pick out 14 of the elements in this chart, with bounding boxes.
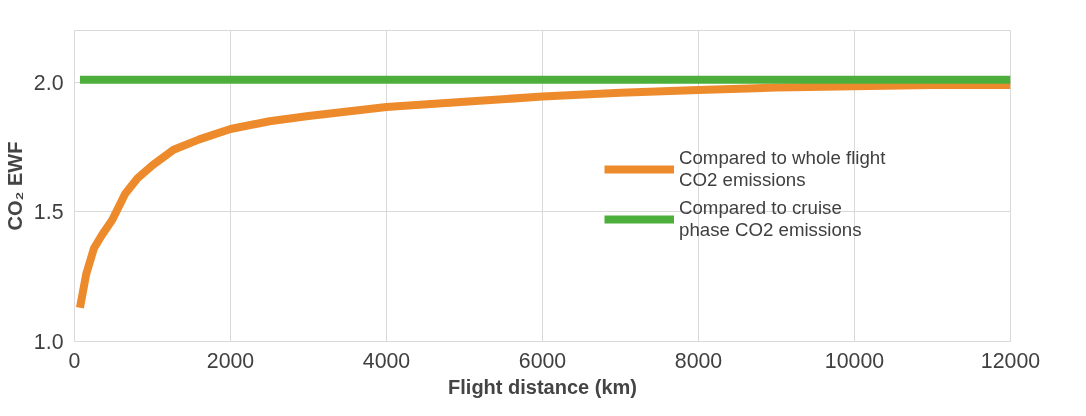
x-axis-title: Flight distance (km) [448,375,637,398]
x-tick-label: 8000 [674,348,723,373]
x-tick-label: 2000 [206,348,255,373]
legend-label: Compared to whole flight CO2 emissions [679,147,886,191]
x-tick-label: 4000 [362,348,411,373]
legend-label: Compared to cruise phase CO2 emissions [679,197,862,241]
x-tick-label: 6000 [518,348,567,373]
y-tick-label: 2.0 [33,70,64,95]
x-tick-label: 10000 [824,348,885,373]
y-tick-label: 1.5 [33,200,64,225]
x-tick-label: 12000 [980,348,1041,373]
y-axis-title: CO₂ EWF [3,141,26,231]
x-tick-label: 0 [68,348,81,373]
y-tick-label: 1.0 [33,330,64,354]
